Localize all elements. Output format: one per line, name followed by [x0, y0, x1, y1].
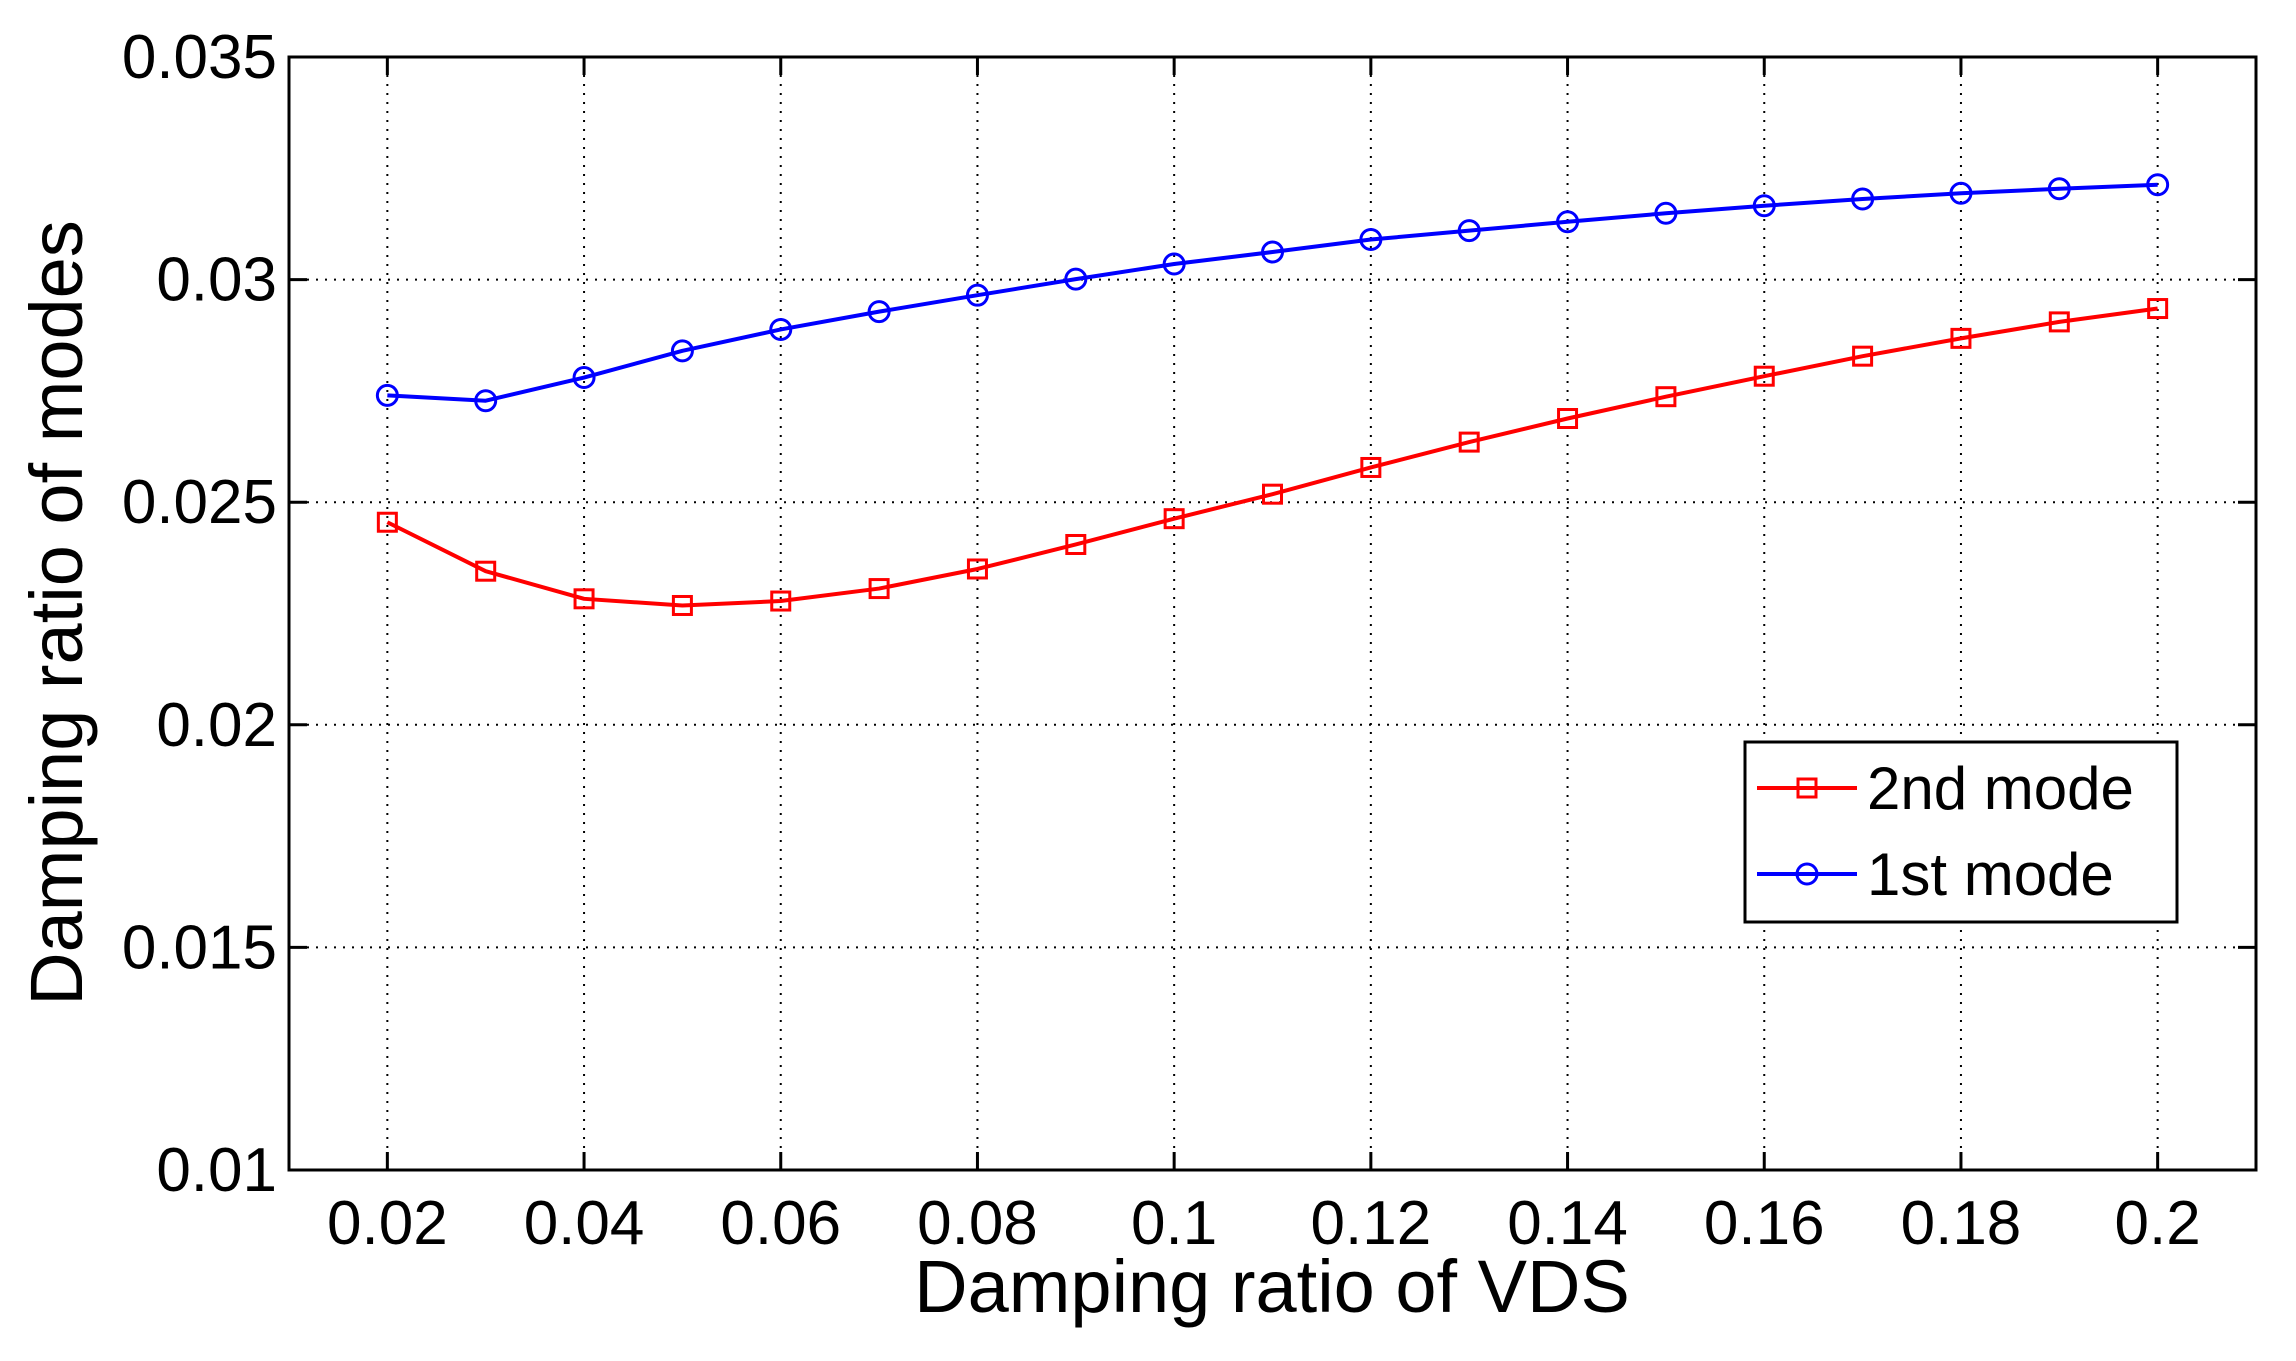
- x-tick-label: 0.1: [1131, 1189, 1217, 1258]
- data-point-2nd-mode: [2048, 311, 2070, 333]
- y-tick-label: 0.025: [122, 468, 277, 537]
- data-point-1st-mode: [2047, 177, 2071, 201]
- data-point-1st-mode: [769, 317, 793, 341]
- data-point-1st-mode: [1261, 240, 1284, 264]
- x-axis-label: Damping ratio of VDS: [914, 1245, 1630, 1328]
- y-tick-label: 0.02: [156, 691, 277, 760]
- data-point-1st-mode: [1064, 267, 1088, 291]
- y-tick-label: 0.03: [156, 246, 277, 315]
- data-point-2nd-mode: [1655, 386, 1677, 408]
- data-point-2nd-mode: [966, 558, 988, 580]
- series-layer: [375, 173, 2170, 616]
- data-point-1st-mode: [867, 300, 891, 324]
- data-point-1st-mode: [2146, 173, 2170, 197]
- legend-label-2nd-mode: 2nd mode: [1867, 755, 2134, 822]
- data-point-1st-mode: [670, 339, 694, 363]
- data-point-2nd-mode: [1557, 408, 1579, 430]
- legend-label-1st-mode: 1st mode: [1867, 841, 2114, 908]
- series-1st-mode: [375, 173, 2170, 413]
- data-point-2nd-mode: [1360, 456, 1382, 478]
- legend-item-2nd-mode: 2nd mode: [1757, 755, 2134, 822]
- data-point-2nd-mode: [1065, 533, 1087, 555]
- data-point-2nd-mode: [1262, 483, 1283, 505]
- legend-marker-2nd-mode: [1796, 777, 1818, 799]
- data-point-1st-mode: [1457, 219, 1481, 243]
- x-tick-label: 0.16: [1704, 1189, 1825, 1258]
- x-tick-label: 0.14: [1507, 1189, 1628, 1258]
- data-point-1st-mode: [1949, 181, 1973, 205]
- y-tick-label: 0.01: [156, 1136, 277, 1205]
- data-point-1st-mode: [572, 366, 596, 390]
- data-point-2nd-mode: [868, 578, 890, 600]
- x-tick-label: 0.04: [524, 1189, 645, 1258]
- y-tick-label: 0.035: [122, 23, 277, 92]
- data-point-1st-mode: [375, 383, 399, 407]
- y-axis-label: Damping ratio of modes: [15, 220, 98, 1006]
- data-point-2nd-mode: [770, 590, 792, 612]
- x-tick-label: 0.08: [917, 1189, 1038, 1258]
- x-tick-label: 0.12: [1311, 1189, 1432, 1258]
- data-point-1st-mode: [965, 283, 989, 307]
- data-point-2nd-mode: [376, 511, 398, 533]
- data-point-1st-mode: [1654, 201, 1678, 225]
- x-tick-label: 0.02: [327, 1189, 448, 1258]
- data-point-1st-mode: [474, 389, 498, 413]
- x-tick-label: 0.2: [2115, 1189, 2201, 1258]
- y-tick-label: 0.015: [122, 913, 277, 982]
- legend-item-1st-mode: 1st mode: [1757, 841, 2114, 908]
- data-point-1st-mode: [1359, 228, 1383, 252]
- series-2nd-mode: [376, 298, 2169, 616]
- data-point-2nd-mode: [2147, 298, 2169, 320]
- data-point-2nd-mode: [1458, 431, 1480, 453]
- x-tick-label: 0.06: [720, 1189, 841, 1258]
- data-point-2nd-mode: [1753, 365, 1775, 387]
- legend: 2nd mode 1st mode: [1743, 740, 2179, 924]
- data-point-1st-mode: [1162, 252, 1186, 276]
- data-point-2nd-mode: [475, 560, 497, 582]
- data-point-2nd-mode: [1852, 345, 1874, 367]
- data-point-2nd-mode: [671, 594, 693, 616]
- data-point-2nd-mode: [573, 588, 595, 610]
- series-line-1st-mode: [387, 182, 2158, 403]
- legend-marker-1st-mode: [1795, 862, 1819, 886]
- legend-box: [1743, 740, 2179, 924]
- data-point-1st-mode: [1851, 187, 1875, 211]
- data-point-1st-mode: [1752, 194, 1776, 218]
- data-point-2nd-mode: [1163, 508, 1185, 530]
- axis-ticks: 0.02 0.04 0.06 0.08 0.1 0.12 0.14 0.16 0.18 0.2 0.…: [122, 23, 2256, 1258]
- plot-frame: [287, 55, 2258, 1172]
- series-line-2nd-mode: [386, 306, 2158, 608]
- data-point-2nd-mode: [1950, 327, 1972, 349]
- x-tick-label: 0.18: [1901, 1189, 2022, 1258]
- legend-items: 2nd mode 1st mode: [1757, 755, 2134, 908]
- data-point-1st-mode: [1556, 210, 1580, 234]
